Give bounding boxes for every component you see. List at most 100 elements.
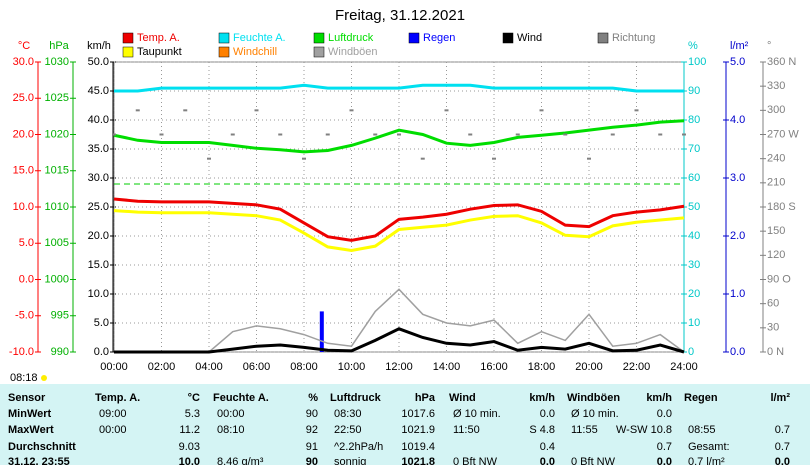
axis-unit: l/m² <box>730 40 749 52</box>
y-tick-label: 30.0 <box>88 172 109 184</box>
table-cell: 1021.8 <box>401 456 435 465</box>
table-cell: 09:00 <box>99 408 127 420</box>
table-cell: Ø 10 min. <box>453 408 501 420</box>
y-tick-label: 60 <box>767 298 779 310</box>
legend-swatch <box>313 46 325 58</box>
y-tick-label: 990 <box>51 346 69 358</box>
table-cell: 90 <box>306 408 318 420</box>
legend-swatch <box>218 32 230 44</box>
y-tick-label: 5.0 <box>19 237 34 249</box>
y-tick-label: 1020 <box>45 128 69 140</box>
rain-bar <box>319 311 324 352</box>
table-cell: 11.2 <box>179 424 200 436</box>
axis-unit: °C <box>18 40 30 52</box>
y-tick-label: 15.0 <box>13 165 34 177</box>
y-tick-label: 10 <box>688 317 700 329</box>
legend-swatch <box>597 32 609 44</box>
y-tick-label: 45.0 <box>88 85 109 97</box>
table-cell: Ø 10 min. <box>571 408 619 420</box>
table-cell: sonnig <box>334 456 366 465</box>
y-tick-label: 50.0 <box>88 56 109 68</box>
chart-title: Freitag, 31.12.2021 <box>335 7 465 24</box>
y-tick-label: 40.0 <box>88 114 109 126</box>
x-tick-label: 04:00 <box>195 361 223 373</box>
y-tick-label: 20 <box>688 288 700 300</box>
x-tick-label: 20:00 <box>575 361 603 373</box>
x-tick-label: 00:00 <box>100 361 128 373</box>
legend-label: Windchill <box>233 46 277 58</box>
y-tick-label: -5.0 <box>15 310 34 322</box>
table-header: Luftdruck <box>330 392 382 404</box>
y-tick-label: 270 W <box>767 128 799 140</box>
table-cell: 8.46 g/m³ <box>217 456 264 465</box>
series-line <box>113 119 685 154</box>
table-header: l/m² <box>770 392 790 404</box>
table-background <box>0 384 810 465</box>
table-cell: 92 <box>306 424 318 436</box>
y-tick-label: 0.0 <box>730 346 745 358</box>
table-cell: ^2.2hPa/h <box>334 441 383 453</box>
y-tick-label: 120 <box>767 249 785 261</box>
y-tick-label: 300 <box>767 104 785 116</box>
table-cell: 11:55 <box>571 424 598 436</box>
table-cell: 0 Bft NW <box>453 456 498 465</box>
y-tick-label: 80 <box>688 114 700 126</box>
legend-label: Windböen <box>328 46 378 58</box>
y-tick-label: 30 <box>688 259 700 271</box>
legend-label: Richtung <box>612 32 655 44</box>
y-tick-label: 0 N <box>767 346 784 358</box>
y-tick-label: 1.0 <box>730 288 745 300</box>
y-tick-label: 2.0 <box>730 230 745 242</box>
table-cell: 0.0 <box>540 456 555 465</box>
table-cell: 0.0 <box>657 456 672 465</box>
y-tick-label: 0.0 <box>94 346 109 358</box>
y-tick-label: 1000 <box>45 273 69 285</box>
table-cell: Gesamt: <box>688 441 730 453</box>
y-tick-label: 1010 <box>45 201 69 213</box>
table-cell: 0 Bft NW <box>571 456 616 465</box>
legend-label: Luftdruck <box>328 32 374 44</box>
table-cell: S 4.8 <box>529 424 555 436</box>
table-header: km/h <box>646 392 672 404</box>
y-tick-label: 25.0 <box>88 201 109 213</box>
y-tick-label: 20.0 <box>88 230 109 242</box>
y-tick-label: 0 <box>688 346 694 358</box>
y-tick-label: 30 <box>767 322 779 334</box>
x-tick-label: 22:00 <box>623 361 651 373</box>
table-cell: 0.4 <box>540 441 555 453</box>
table-cell: 10.0 <box>179 456 200 465</box>
table-header: Wind <box>449 392 476 404</box>
y-tick-label: 20.0 <box>13 128 34 140</box>
table-header: Windböen <box>567 392 620 404</box>
table-cell: 08:10 <box>217 424 245 436</box>
series-line <box>113 197 685 242</box>
y-tick-label: 1005 <box>45 237 69 249</box>
table-cell: W-SW 10.8 <box>616 424 672 436</box>
x-tick-label: 10:00 <box>338 361 366 373</box>
table-header: % <box>308 392 318 404</box>
table-cell: 22:50 <box>334 424 362 436</box>
table-cell: 9.03 <box>179 441 200 453</box>
table-header: °C <box>188 392 200 404</box>
x-tick-label: 16:00 <box>480 361 508 373</box>
y-tick-label: 0.0 <box>19 273 34 285</box>
legend-swatch <box>408 32 420 44</box>
table-header: hPa <box>415 392 436 404</box>
y-tick-label: 1030 <box>45 56 69 68</box>
table-cell: 1019.4 <box>401 441 435 453</box>
y-tick-label: 40 <box>688 230 700 242</box>
y-tick-label: 1025 <box>45 92 69 104</box>
x-tick-label: 08:00 <box>290 361 318 373</box>
series-line <box>113 209 685 253</box>
legend-swatch <box>502 32 514 44</box>
sunrise-time: 08:18 <box>10 372 38 384</box>
y-tick-label: 4.0 <box>730 114 745 126</box>
row-label: MinWert <box>8 408 52 420</box>
legend-label: Regen <box>423 32 455 44</box>
legend-swatch <box>122 32 134 44</box>
x-tick-label: 12:00 <box>385 361 413 373</box>
table-header: km/h <box>529 392 555 404</box>
table-cell: 11:50 <box>453 424 480 436</box>
sun-icon <box>41 375 47 381</box>
row-label: 31.12. 23:55 <box>8 456 70 465</box>
